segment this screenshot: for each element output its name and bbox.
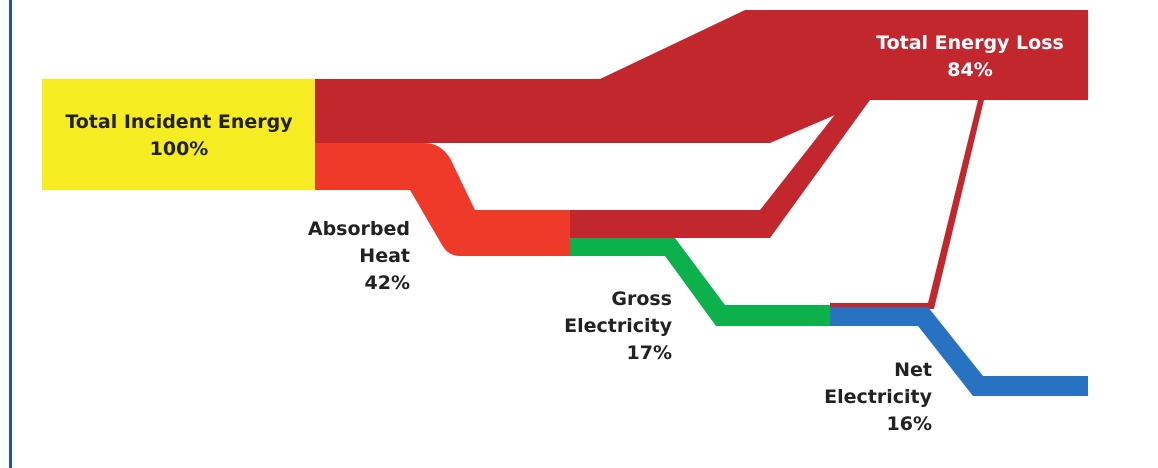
label-gross-line2: Electricity: [564, 315, 672, 337]
label-total-incident-energy: Total Incident Energy 100%: [48, 109, 310, 163]
label-net-electricity: Net Electricity 16%: [790, 357, 932, 438]
flow-incident-to-absorbed: [315, 143, 570, 256]
flow-gross-to-loss: [830, 100, 984, 309]
label-absorbed-line2: Heat: [359, 245, 410, 267]
left-border-rule: [9, 0, 12, 468]
node-total-incident-energy: [42, 79, 315, 190]
label-loss-title: Total Energy Loss: [876, 32, 1064, 54]
label-net-value: 16%: [886, 413, 932, 435]
label-absorbed-value: 42%: [364, 272, 410, 294]
label-net-line2: Electricity: [824, 386, 932, 408]
label-gross-electricity: Gross Electricity 17%: [530, 286, 672, 367]
label-incident-title: Total Incident Energy: [65, 111, 293, 133]
flow-gross-to-net: [830, 307, 1088, 396]
label-net-line1: Net: [894, 359, 932, 381]
flow-incident-to-loss: [315, 10, 1088, 143]
label-absorbed-heat: Absorbed Heat 42%: [270, 216, 410, 297]
label-absorbed-line1: Absorbed: [307, 218, 410, 240]
label-gross-line1: Gross: [611, 288, 672, 310]
label-incident-value: 100%: [149, 138, 209, 160]
label-total-energy-loss: Total Energy Loss 84%: [860, 30, 1080, 84]
label-gross-value: 17%: [626, 342, 672, 364]
flow-absorbed-to-gross: [570, 238, 830, 326]
label-loss-value: 84%: [947, 59, 993, 81]
flow-absorbed-to-loss: [570, 70, 945, 238]
